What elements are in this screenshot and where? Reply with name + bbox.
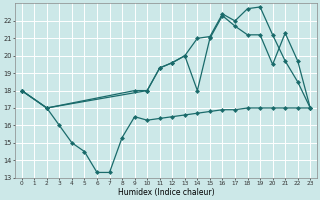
- X-axis label: Humidex (Indice chaleur): Humidex (Indice chaleur): [118, 188, 214, 197]
